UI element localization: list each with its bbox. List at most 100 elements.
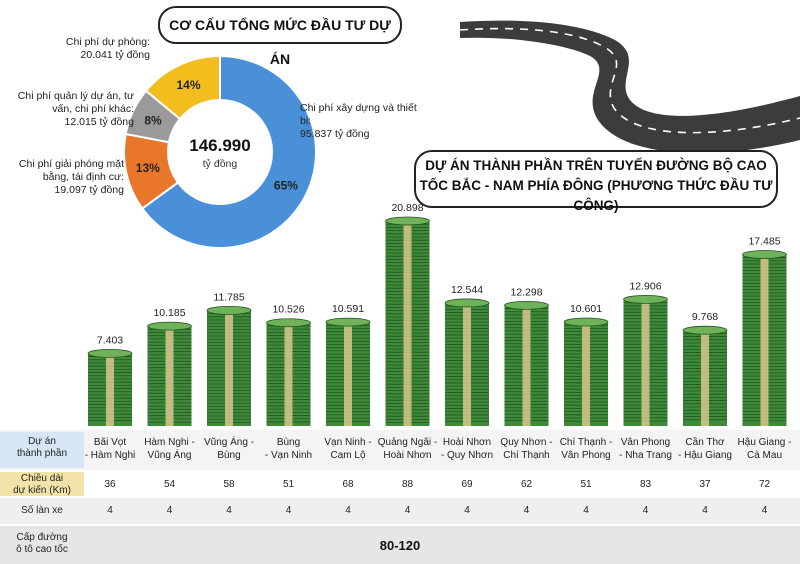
bar-2 [206, 305, 252, 426]
legend-management-name: Chi phí quản lý dự án, tư vấn, chi phí k… [17, 90, 134, 115]
category-label-6: Hoài Nhơn - Quy Nhơn [435, 436, 499, 462]
category-label-4-line-1: Cam Lộ [330, 450, 366, 461]
bar-7 [504, 300, 549, 426]
category-label-2: Vũng Áng - Bùng [197, 436, 261, 462]
legend-contingency: Chi phí dự phòng: 20.041 tỷ đồng [60, 36, 150, 62]
bar-1 [147, 321, 192, 426]
category-label-8: Chí Thạnh - Vân Phong [554, 436, 618, 462]
category-label-11: Hậu Giang - Cà Mau [733, 436, 797, 462]
bar-10 [682, 325, 728, 426]
length-cell-10: 37 [699, 479, 711, 490]
bar-11 [742, 250, 787, 426]
donut-title: CƠ CẤU TỔNG MỨC ĐẦU TƯ DỰ ÁN [158, 6, 402, 67]
length-cell-2: 58 [223, 479, 235, 490]
category-label-5-line-0: Quảng Ngãi - [377, 437, 438, 448]
lanes-cell-7: 4 [523, 505, 530, 516]
road-illustration [459, 20, 800, 154]
category-label-5-line-1: Hoài Nhơn [383, 450, 432, 461]
bar-3 [266, 318, 311, 426]
category-label-10-line-0: Cần Thơ [685, 437, 725, 448]
bar-value-label-0: 7.403 [97, 334, 123, 346]
legend-management: Chi phí quản lý dự án, tư vấn, chi phí k… [8, 90, 134, 129]
category-label-4-line-0: Vạn Ninh - [324, 437, 372, 448]
row-project-label-bg [0, 432, 84, 468]
lanes-cell-8: 4 [583, 505, 589, 516]
bar-0 [87, 348, 133, 426]
lanes-cell-3: 4 [285, 505, 292, 516]
category-label-7-line-1: Chí Thạnh [503, 450, 550, 461]
legend-management-amount: 12.015 tỷ đồng [64, 116, 134, 128]
lanes-cell-0: 4 [107, 505, 113, 516]
category-label-4: Vạn Ninh - Cam Lộ [316, 436, 380, 462]
category-label-2-line-0: Vũng Áng - [203, 437, 255, 448]
category-label-1: Hàm Nghi - Vũng Áng [138, 436, 202, 462]
class-value: 80-120 [379, 538, 421, 553]
legend-construction: Chi phí xây dựng và thiết bị: 95.837 tỷ … [300, 102, 420, 141]
category-label-0-line-1: - Hàm Nghi [84, 450, 136, 461]
row-label-project-line2: thành phần [16, 448, 68, 459]
category-label-7: Quy Nhơn - Chí Thạnh [495, 436, 559, 462]
row-label-length-line1: Chiều dài [20, 473, 64, 484]
bar-value-label-10: 9.768 [692, 311, 718, 323]
bar-5 [385, 216, 430, 426]
category-label-5: Quảng Ngãi - Hoài Nhơn [376, 436, 440, 462]
row-length-label-bg [0, 472, 84, 496]
category-label-9: Vân Phong - Nha Trang [614, 436, 678, 462]
lanes-cell-6: 4 [464, 505, 470, 516]
lanes-cell-4: 4 [345, 505, 351, 516]
category-label-10: Cần Thơ - Hậu Giang [673, 436, 737, 462]
length-cell-6: 69 [461, 479, 473, 490]
bar-value-label-8: 10.601 [570, 303, 602, 315]
bar-value-label-5: 20.898 [391, 202, 423, 214]
category-label-6-line-1: - Quy Nhơn [440, 450, 494, 461]
legend-clearance-name: Chi phí giải phóng mặt bằng, tái định cư… [18, 158, 124, 183]
length-cell-4: 68 [342, 479, 354, 490]
donut-slice-label-1: 13% [136, 161, 160, 175]
legend-contingency-name: Chi phí dự phòng: [65, 36, 150, 48]
length-cell-9: 83 [639, 479, 652, 490]
category-label-1-line-1: Vũng Áng [147, 450, 192, 461]
legend-construction-name: Chi phí xây dựng và thiết bị: [300, 102, 417, 127]
donut-slice-label-2: 8% [144, 113, 162, 127]
category-label-0-line-0: Bãi Vọt [93, 437, 127, 448]
category-label-9-line-1: - Nha Trang [619, 450, 672, 461]
category-label-8-line-1: Vân Phong [561, 450, 611, 461]
row-label-class-line2: ô tô cao tốc [16, 544, 68, 555]
row-label-class-line1: Cấp đường [16, 532, 68, 543]
bar-value-label-1: 10.185 [153, 307, 185, 319]
category-label-6-line-0: Hoài Nhơn [442, 437, 492, 448]
category-label-8-line-0: Chí Thạnh - [559, 437, 613, 448]
lanes-cell-2: 4 [226, 505, 232, 516]
legend-construction-amount: 95.837 tỷ đồng [300, 128, 370, 140]
row-label-project: Dự án thành phần [0, 436, 84, 460]
donut-slice-label-0: 65% [274, 179, 298, 193]
donut-center-value: 146.990 [189, 136, 251, 155]
length-cell-5: 88 [401, 479, 414, 490]
row-label-project-line1: Dự án [28, 436, 56, 447]
row-label-class: Cấp đường ô tô cao tốc [0, 532, 84, 556]
category-label-3: Bùng - Vạn Ninh [257, 436, 321, 462]
row-label-lanes: Số làn xe [21, 505, 63, 516]
length-cell-8: 51 [580, 479, 592, 490]
row-lanes-band [0, 498, 800, 524]
bar-value-label-9: 12.906 [629, 280, 661, 292]
bar-9 [623, 294, 668, 426]
bar-value-label-11: 17.485 [748, 235, 780, 247]
category-label-0: Bãi Vọt - Hàm Nghi [78, 436, 142, 462]
length-cell-7: 62 [520, 479, 533, 490]
legend-contingency-amount: 20.041 tỷ đồng [80, 49, 150, 61]
lanes-cell-10: 4 [702, 505, 708, 516]
bar-4 [325, 317, 371, 426]
bar-value-label-3: 10.526 [272, 304, 304, 316]
donut-center-unit: tỷ đồng [202, 158, 238, 170]
legend-clearance-amount: 19.097 tỷ đồng [54, 184, 124, 196]
category-label-11-line-1: Cà Mau [746, 450, 782, 461]
row-label-length: Chiều dài dự kiến (Km) [0, 473, 84, 497]
category-label-3-line-1: - Vạn Ninh [264, 450, 313, 461]
bar-value-label-7: 12.298 [510, 286, 542, 298]
donut-slice-0 [140, 54, 317, 249]
category-label-9-line-0: Vân Phong [620, 437, 671, 448]
lanes-cell-11: 4 [761, 505, 768, 516]
bar-value-label-2: 11.785 [213, 291, 244, 303]
category-label-3-line-0: Bùng [276, 437, 301, 448]
